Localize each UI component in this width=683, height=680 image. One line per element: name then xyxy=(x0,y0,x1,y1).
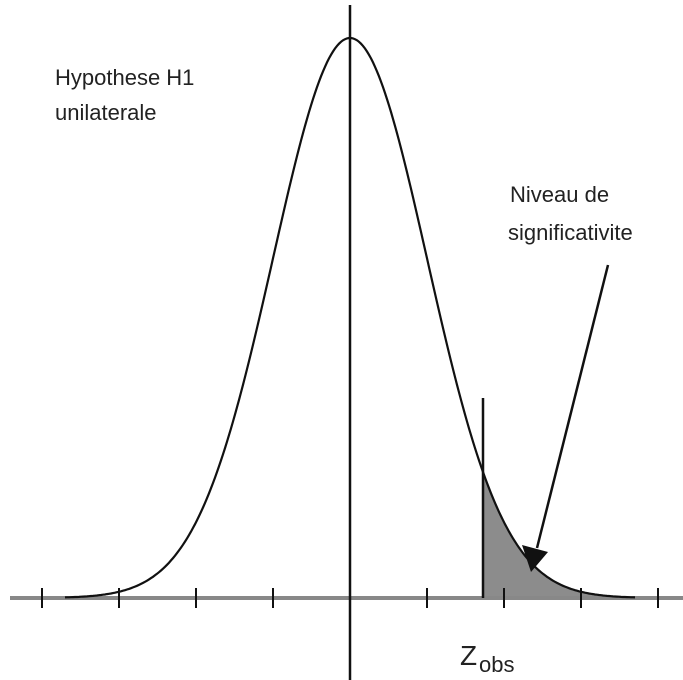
arrow-shaft xyxy=(535,264,610,549)
hypothesis-line: unilaterale xyxy=(55,100,157,125)
z-label: Z xyxy=(460,640,477,671)
hypothesis-line: Hypothese H1 xyxy=(55,65,194,90)
z-subscript: obs xyxy=(479,652,514,677)
significance-area xyxy=(483,472,635,598)
significance-line: Niveau de xyxy=(510,182,609,207)
significance-line: significativite xyxy=(508,220,633,245)
arrow-head xyxy=(522,545,548,572)
